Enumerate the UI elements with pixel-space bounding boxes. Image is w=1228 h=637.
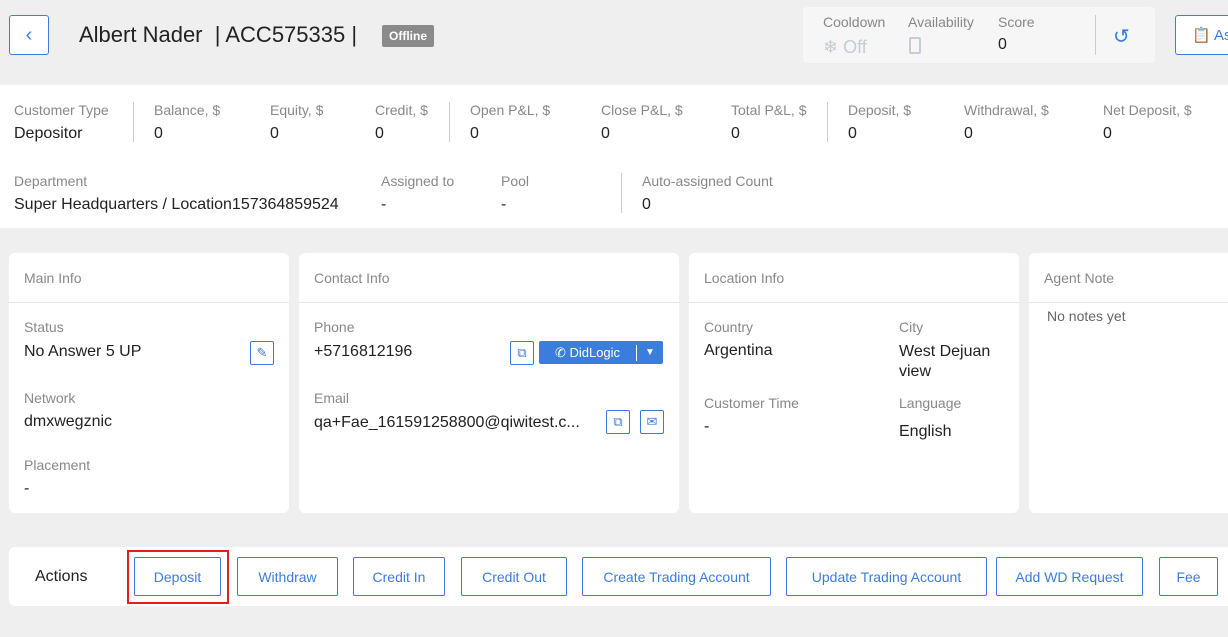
- contact-info-card: Contact Info Phone +5716812196 Email qa+…: [299, 253, 679, 513]
- cooldown-toggle[interactable]: ❄ Off: [823, 37, 867, 57]
- action-button-fee[interactable]: Fee: [1159, 557, 1218, 596]
- edit-status-button[interactable]: ✎: [250, 341, 274, 365]
- history-icon[interactable]: ↺: [1113, 26, 1130, 48]
- pencil-icon: ✎: [256, 345, 268, 360]
- stat-value: -: [501, 196, 507, 213]
- copy-phone-button[interactable]: ⧉: [510, 341, 534, 365]
- assign-button[interactable]: 📋 As: [1175, 15, 1228, 55]
- stat-label: Pool: [501, 173, 530, 189]
- clipboard-icon: 📋: [1192, 27, 1211, 44]
- agent-note-card: Agent Note No notes yet: [1029, 253, 1228, 513]
- stat-label: Total P&L, $: [731, 102, 807, 118]
- agent-status-panel: Cooldown ❄ Off Availability Score 0: [803, 7, 1155, 63]
- stat-label: Department: [14, 173, 88, 189]
- back-button[interactable]: ‹: [9, 15, 49, 55]
- copy-icon: ⧉: [613, 414, 623, 429]
- copy-email-button[interactable]: ⧉: [606, 410, 630, 434]
- stat-value: 0: [470, 125, 479, 142]
- stat-value: 0: [642, 196, 651, 213]
- stat-label: Close P&L, $: [601, 102, 683, 118]
- action-button-credit-in[interactable]: Credit In: [353, 557, 445, 596]
- highlight-box: [127, 550, 229, 604]
- caret-down-icon[interactable]: ▼: [645, 347, 655, 358]
- stat-value: 0: [601, 125, 610, 142]
- snowflake-icon: ❄: [823, 37, 839, 57]
- action-button-create-trading-account[interactable]: Create Trading Account: [582, 557, 771, 596]
- stat-value: 0: [375, 125, 384, 142]
- action-button-withdraw[interactable]: Withdraw: [237, 557, 338, 596]
- chevron-left-icon: ‹: [25, 23, 33, 46]
- send-email-button[interactable]: ✉: [640, 410, 664, 434]
- actions-bar: Actions Deposit Withdraw Credit In Credit O…: [9, 547, 1228, 606]
- call-button[interactable]: ✆ DidLogic ▼: [539, 341, 663, 364]
- envelope-icon: ✉: [646, 414, 658, 429]
- main-info-card: Main Info Status No Answer 5 UP ✎ Networ…: [9, 253, 289, 513]
- customer-stats: Customer Type Depositor Balance, $ 0 Equity,…: [0, 85, 1228, 228]
- stat-label: Deposit, $: [848, 102, 912, 118]
- action-button-add-wd-request[interactable]: Add WD Request: [996, 557, 1143, 596]
- status-badge: Offline: [382, 25, 434, 47]
- stat-value: Super Headquarters / Location15736485952…: [14, 196, 339, 213]
- stat-label: Auto-assigned Count: [642, 173, 773, 189]
- stat-label: Withdrawal, $: [964, 102, 1049, 118]
- stat-label: Equity, $: [270, 102, 324, 118]
- stat-value: 0: [964, 125, 973, 142]
- stat-value: 0: [270, 125, 279, 142]
- stat-value: 0: [731, 125, 740, 142]
- stat-value: Depositor: [14, 125, 83, 142]
- page-title: Albert Nader | ACC575335 |: [79, 22, 358, 47]
- action-button-credit-out[interactable]: Credit Out: [461, 557, 567, 596]
- location-info-card: Location Info Country Argentina City Wes…: [689, 253, 1019, 513]
- stat-value: 0: [1103, 125, 1112, 142]
- copy-icon: ⧉: [517, 345, 527, 360]
- stat-label: Balance, $: [154, 102, 221, 118]
- stat-label: Assigned to: [381, 173, 455, 189]
- stat-label: Customer Type: [14, 102, 109, 118]
- action-button-deposit[interactable]: Deposit: [134, 557, 221, 596]
- phone-icon: ✆: [554, 344, 566, 360]
- stat-value: 0: [154, 125, 163, 142]
- action-button-update-trading-account[interactable]: Update Trading Account: [786, 557, 987, 596]
- stat-label: Open P&L, $: [470, 102, 551, 118]
- stat-label: Credit, $: [375, 102, 428, 118]
- phone-off-icon: [909, 37, 921, 54]
- stat-value: -: [381, 196, 387, 213]
- stat-label: Net Deposit, $: [1103, 102, 1192, 118]
- call-didlogic[interactable]: ✆ DidLogic: [539, 344, 637, 361]
- stat-value: 0: [848, 125, 857, 142]
